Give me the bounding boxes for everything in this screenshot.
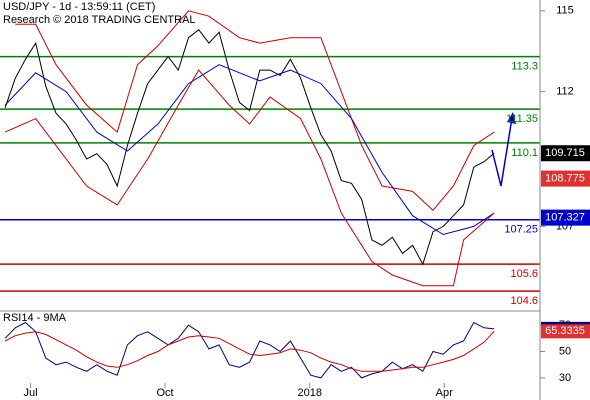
series-line <box>15 10 495 212</box>
value-label: 65.3335 <box>545 325 585 337</box>
chart-title: USD/JPY - 1d - 13:59:11 (CET) <box>3 1 155 13</box>
level-label: 107.25 <box>504 224 538 236</box>
series-line <box>4 321 495 379</box>
level-label: 110.1 <box>511 147 538 159</box>
level-label: 104.6 <box>510 295 538 307</box>
x-tick-label: Oct <box>156 387 173 399</box>
y-tick-label: 30 <box>559 372 571 384</box>
rsi-title: RSI14 - 9MA <box>3 312 67 324</box>
level-label: 105.6 <box>510 268 538 280</box>
price-label: 108.775 <box>545 172 585 184</box>
price-label-box <box>541 209 590 226</box>
x-tick-label: Jul <box>24 387 38 399</box>
y-tick-label: 112 <box>556 86 574 98</box>
level-label: 111.35 <box>506 113 538 125</box>
price-label-box <box>541 170 590 187</box>
y-tick-label: 50 <box>559 345 571 357</box>
value-label-box <box>541 324 590 339</box>
price-label-box <box>541 145 590 162</box>
chart-subtitle: Research © 2018 TRADING CENTRAL <box>3 14 196 26</box>
forecast-path <box>491 117 513 187</box>
series-line <box>4 330 495 372</box>
x-tick-label: Apr <box>436 387 453 399</box>
y-tick-label: 115 <box>556 5 574 17</box>
series-line <box>4 28 495 266</box>
arrow-head <box>507 112 516 124</box>
series-line <box>4 69 495 287</box>
forecast-arrow <box>491 112 516 187</box>
series-line <box>4 64 495 236</box>
price-label: 107.327 <box>545 212 585 224</box>
price-label: 109.715 <box>545 147 585 159</box>
level-label: 113.3 <box>511 61 538 73</box>
x-tick-label: 2018 <box>297 387 321 399</box>
